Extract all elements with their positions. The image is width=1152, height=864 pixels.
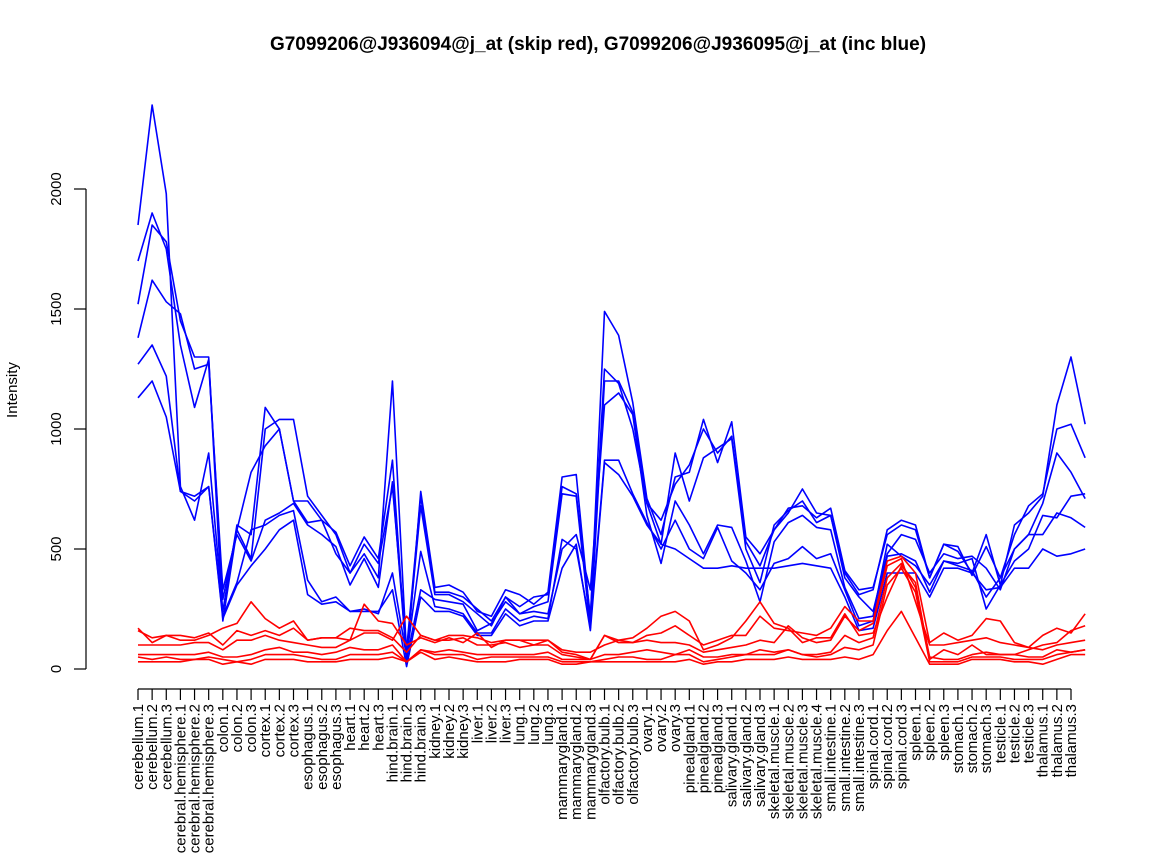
x-tick-label-53: spinal.cord.1 (865, 704, 882, 789)
x-tick-label-34: olfactory.bulb.1 (597, 704, 614, 805)
x-tick-label-66: thalamus.2 (1049, 704, 1066, 777)
x-tick-label-19: hind.brain.1 (384, 704, 401, 782)
x-tick-label-59: stomach.1 (950, 704, 967, 773)
x-tick-label-27: liver.3 (498, 704, 515, 743)
x-tick-label-65: thalamus.1 (1035, 704, 1052, 777)
x-tick-label-39: ovary.3 (667, 704, 684, 752)
x-tick-label-61: stomach.3 (978, 704, 995, 773)
chart-title: G7099206@J936094@j_at (skip red), G70992… (270, 34, 926, 55)
x-tick-label-17: heart.2 (356, 704, 373, 751)
x-tick-label-46: skeletal.muscle.1 (766, 704, 783, 819)
x-tick-label-49: skeletal.muscle.4 (809, 704, 826, 819)
x-tick-label-8: colon.2 (229, 704, 246, 752)
x-tick-label-67: thalamus.3 (1063, 704, 1080, 777)
y-tick-label-500: 500 (48, 536, 65, 561)
x-tick-label-29: lung.2 (526, 704, 543, 745)
x-tick-label-52: small.intestine.3 (851, 704, 868, 812)
x-tick-label-51: small.intestine.2 (837, 704, 854, 812)
x-tick-label-23: kidney.2 (441, 704, 458, 759)
x-tick-label-42: pinealgland.3 (710, 704, 727, 793)
x-tick-label-58: spleen.3 (936, 704, 953, 761)
y-axis-label: Intensity (4, 362, 21, 418)
y-tick-label-2000: 2000 (48, 172, 65, 205)
x-tick-label-25: liver.1 (469, 704, 486, 743)
series-line-11 (137, 567, 1086, 663)
x-tick-label-4: cerebral.hemisphere.1 (172, 704, 189, 853)
x-tick-label-55: spinal.cord.3 (893, 704, 910, 789)
x-tick-label-62: testicle.1 (992, 704, 1009, 763)
series-line-8 (137, 555, 1086, 661)
series-line-6 (137, 380, 1086, 668)
x-tick-label-9: colon.3 (243, 704, 260, 752)
x-tick-label-32: mammarygland.2 (568, 704, 585, 820)
x-tick-label-10: cortex.1 (257, 704, 274, 757)
x-tick-label-41: pinealgland.2 (695, 704, 712, 793)
y-tick-label-1000: 1000 (48, 412, 65, 445)
x-tick-label-50: small.intestine.1 (823, 704, 840, 812)
x-tick-label-7: colon.1 (215, 704, 232, 752)
series-line-5 (137, 344, 1086, 658)
x-tick-label-64: testicle.3 (1021, 704, 1038, 763)
x-tick-label-33: mammarygland.3 (582, 704, 599, 820)
x-tick-label-37: ovary.1 (639, 704, 656, 752)
x-tick-label-15: esophagus.3 (328, 704, 345, 790)
x-tick-label-57: spleen.2 (922, 704, 939, 761)
x-tick-label-60: stomach.2 (964, 704, 981, 773)
x-tick-label-18: heart.3 (370, 704, 387, 751)
series-line-10 (138, 562, 1086, 663)
x-tick-label-26: liver.2 (483, 704, 500, 743)
x-tick-label-2: cerebellum.2 (144, 704, 161, 790)
series-line-3 (137, 224, 1086, 656)
y-tick-label-0: 0 (48, 665, 65, 673)
x-tick-label-16: heart.1 (342, 704, 359, 751)
x-tick-label-12: cortex.3 (286, 704, 303, 757)
x-tick-label-36: olfactory.bulb.3 (625, 704, 642, 805)
series-line-4 (137, 279, 1086, 661)
x-tick-label-56: spleen.1 (908, 704, 925, 761)
x-tick-label-30: lung.3 (540, 704, 557, 745)
x-tick-label-22: kidney.1 (427, 704, 444, 759)
x-tick-label-24: kidney.3 (455, 704, 472, 759)
x-tick-label-43: salivary.gland.1 (724, 704, 741, 807)
x-tick-label-31: mammarygland.1 (554, 704, 571, 820)
x-tick-label-54: spinal.cord.2 (879, 704, 896, 789)
x-tick-label-11: cortex.2 (271, 704, 288, 757)
x-tick-label-6: cerebral.hemisphere.3 (201, 704, 218, 853)
x-tick-label-35: olfactory.bulb.2 (611, 704, 628, 805)
x-tick-label-3: cerebellum.3 (158, 704, 175, 790)
x-tick-label-63: testicle.2 (1006, 704, 1023, 763)
x-tick-label-5: cerebral.hemisphere.2 (187, 704, 204, 853)
x-tick-label-47: skeletal.muscle.2 (780, 704, 797, 819)
x-tick-label-44: salivary.gland.2 (738, 704, 755, 807)
series-line-12 (138, 610, 1086, 666)
x-tick-label-13: esophagus.1 (300, 704, 317, 790)
x-tick-label-48: skeletal.muscle.3 (794, 704, 811, 819)
y-tick-label-1500: 1500 (48, 292, 65, 325)
x-tick-label-38: ovary.2 (653, 704, 670, 752)
x-tick-label-45: salivary.gland.3 (752, 704, 769, 807)
series-line-1 (137, 104, 1086, 666)
x-tick-label-20: hind.brain.2 (399, 704, 416, 782)
x-tick-label-21: hind.brain.3 (413, 704, 430, 782)
x-tick-label-28: lung.1 (512, 704, 529, 745)
x-tick-label-1: cerebellum.1 (130, 704, 147, 790)
series-line-9 (138, 557, 1086, 661)
x-tick-label-14: esophagus.2 (314, 704, 331, 790)
axes-layer: 0 500 1000 1500 2000 cerebellum.1cerebellum.2… (48, 172, 1080, 853)
series-layer (137, 104, 1086, 668)
series-line-2 (137, 212, 1086, 651)
x-tick-label-40: pinealgland.1 (681, 704, 698, 793)
